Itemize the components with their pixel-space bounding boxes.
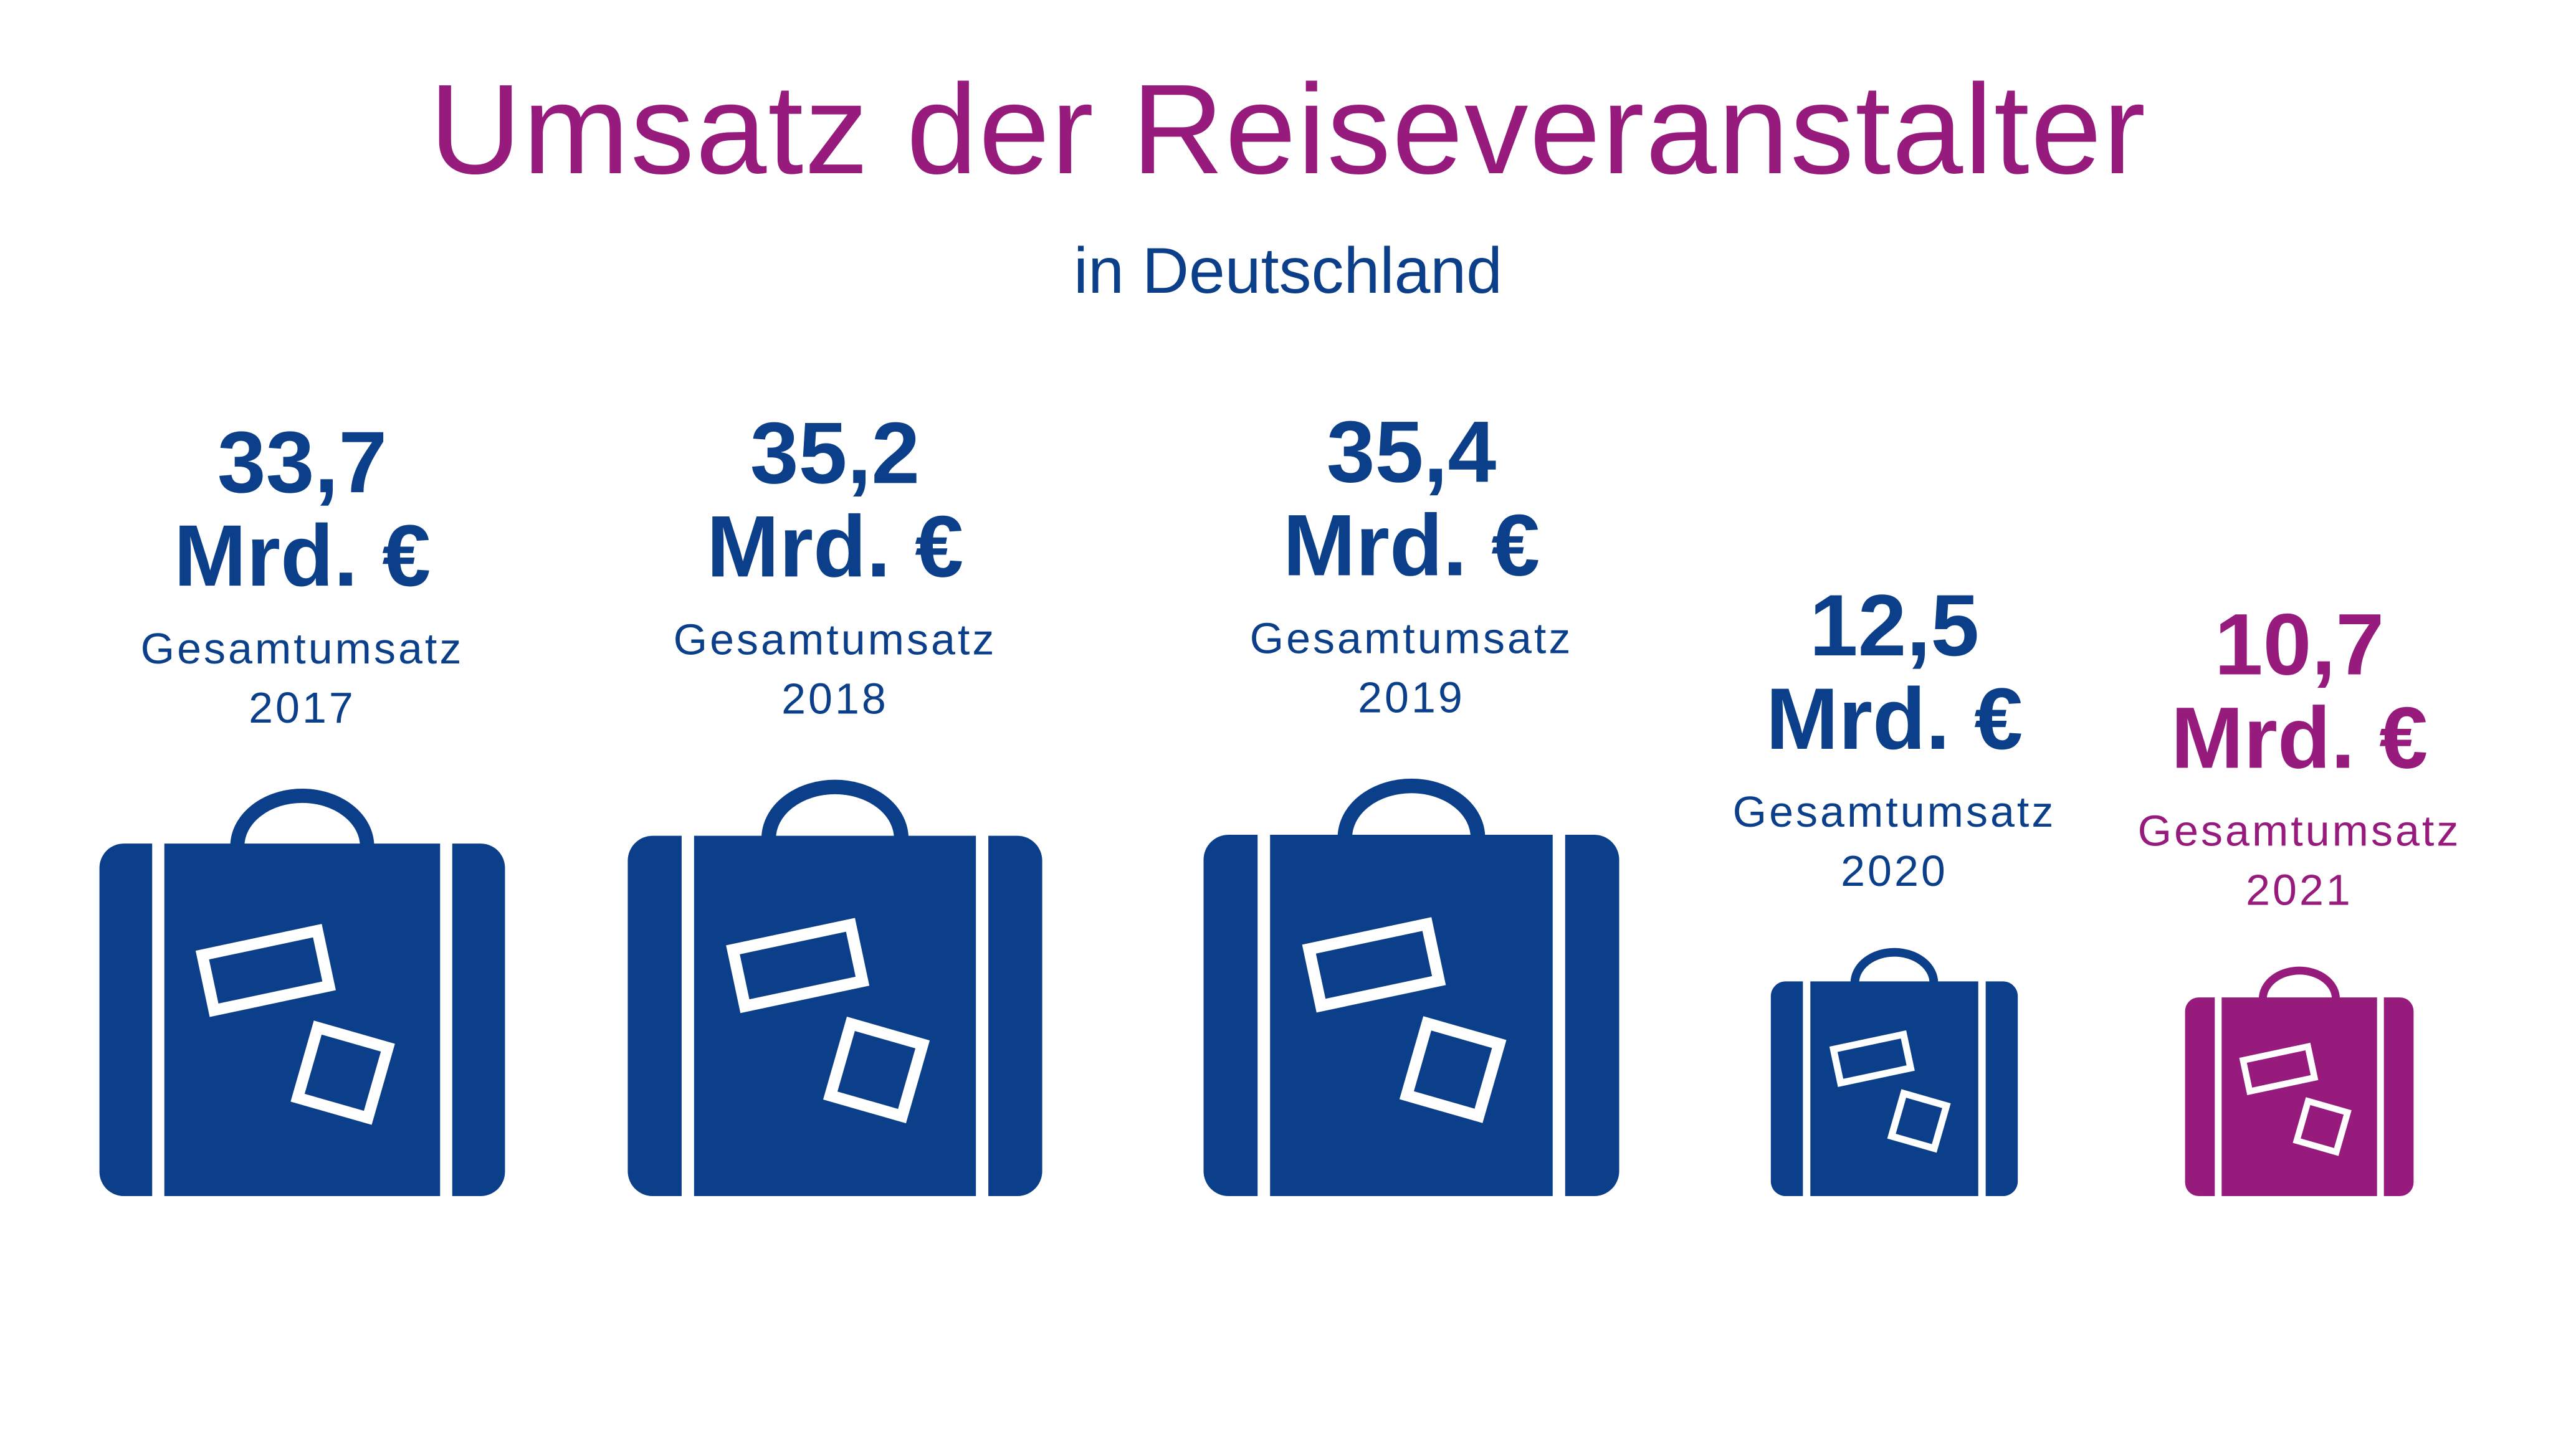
year-label-2019: 2019 [1358, 673, 1465, 721]
caption-label-2021: Gesamtumsatz [2138, 807, 2461, 855]
suitcase-handle-2019 [1337, 778, 1486, 839]
suitcase-strap-left-2017 [152, 843, 165, 1197]
suitcase-handle-2018 [761, 779, 909, 839]
year-label-2017: 2017 [249, 683, 356, 732]
sticker-label-icon-2019 [1302, 917, 1446, 1013]
suitcase-handle-2017 [230, 789, 374, 847]
unit-label-2021: Mrd. € [2171, 689, 2428, 787]
sticker-label-icon-2017 [195, 924, 336, 1017]
suitcase-icon-2019 [1203, 835, 1620, 1196]
suitcase-strap-right-2020 [1978, 981, 1986, 1197]
value-label-2019: 35,4 [1327, 402, 1497, 500]
suitcase-strap-right-2017 [440, 843, 452, 1197]
caption-label-2019: Gesamtumsatz [1250, 614, 1573, 662]
value-label-2020: 12,5 [1810, 576, 1979, 674]
suitcase-strap-right-2018 [976, 835, 989, 1197]
suitcase-strap-left-2021 [2215, 997, 2222, 1197]
suitcase-strap-left-2020 [1803, 981, 1811, 1197]
page-title: Umsatz der Reiseveranstalter [429, 58, 2147, 201]
unit-label-2019: Mrd. € [1283, 496, 1540, 594]
unit-label-2020: Mrd. € [1766, 670, 2023, 767]
page-subtitle: in Deutschland [1074, 235, 1502, 307]
suitcase-icon-2018 [627, 835, 1042, 1196]
sticker-label-icon-2018 [726, 918, 870, 1014]
sticker-square-icon-2018 [823, 1017, 930, 1124]
suitcase-icon-2020 [1770, 981, 2018, 1196]
sticker-label-icon-2020 [1829, 1030, 1915, 1087]
suitcase-strap-left-2019 [1257, 834, 1271, 1197]
suitcase-handle-2020 [1850, 948, 1939, 984]
unit-label-2018: Mrd. € [707, 497, 963, 595]
year-label-2018: 2018 [781, 674, 889, 723]
year-label-2021: 2021 [2246, 866, 2353, 915]
suitcase-strap-right-2021 [2377, 997, 2384, 1197]
sticker-label-icon-2021 [2239, 1042, 2319, 1096]
caption-label-2018: Gesamtumsatz [674, 615, 997, 663]
suitcase-icon-2021 [2185, 997, 2414, 1196]
suitcase-strap-right-2019 [1552, 834, 1565, 1197]
sticker-square-icon-2017 [290, 1020, 395, 1125]
year-label-2020: 2020 [1841, 847, 1948, 895]
suitcase-handle-2021 [2258, 967, 2340, 1000]
sticker-square-icon-2020 [1887, 1089, 1951, 1153]
suitcase-strap-left-2018 [681, 835, 694, 1197]
sticker-square-icon-2019 [1399, 1016, 1507, 1123]
value-label-2017: 33,7 [217, 413, 387, 511]
value-label-2021: 10,7 [2215, 596, 2384, 693]
caption-label-2020: Gesamtumsatz [1733, 787, 2056, 836]
suitcase-icon-2017 [99, 843, 505, 1196]
value-label-2018: 35,2 [750, 404, 920, 501]
sticker-square-icon-2021 [2292, 1097, 2352, 1156]
caption-label-2017: Gesamtumsatz [141, 624, 464, 673]
unit-label-2017: Mrd. € [174, 506, 431, 604]
